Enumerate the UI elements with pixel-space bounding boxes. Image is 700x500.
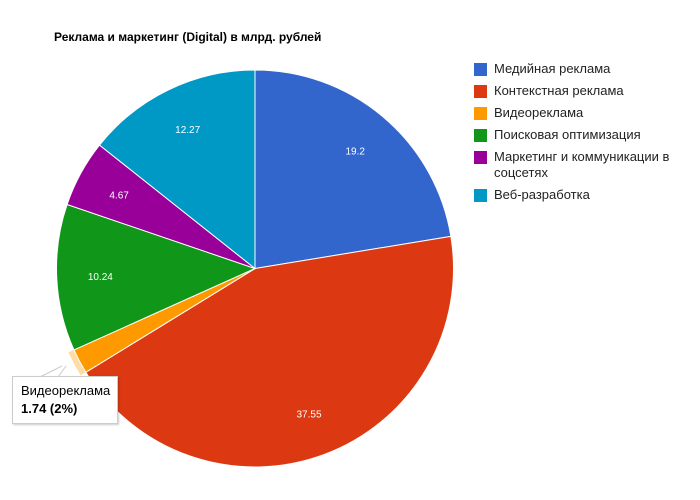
slice-tooltip: Видеореклама 1.74 (2%) [12,376,118,424]
legend-swatch-icon [474,63,487,76]
tooltip-name: Видеореклама [21,383,111,398]
slice-value-label: 37.55 [297,410,322,421]
legend-item-media[interactable]: Медийная реклама [474,61,689,77]
legend-label: Маркетинг и коммуникации в соцсетях [494,149,670,180]
tooltip-pointer [39,365,67,378]
pie-slice[interactable] [98,69,256,270]
legend-item-seo[interactable]: Поисковая оптимизация [474,127,689,143]
pie-slice[interactable] [85,235,454,468]
legend-swatch-icon [474,129,487,142]
legend-swatch-icon [474,189,487,202]
legend-item-webdev[interactable]: Веб-разработка [474,187,689,203]
legend-label: Контекстная реклама [494,83,624,98]
legend-swatch-icon [474,151,487,164]
legend-item-video[interactable]: Видеореклама [474,105,689,121]
pie-slice[interactable] [254,69,452,270]
legend-label: Медийная реклама [494,61,611,76]
slice-hover-halo [68,349,86,376]
pie-chart: 19.2 37.55 10.24 4.67 12.27 [39,69,454,468]
slice-value-label: 19.2 [345,146,365,157]
tooltip-value: 1.74 (2%) [21,401,78,416]
pie-slice[interactable] [56,203,257,351]
slice-value-label: 12.27 [175,125,200,136]
legend-swatch-icon [474,107,487,120]
legend: Медийная реклама Контекстная реклама Вид… [474,61,689,209]
legend-swatch-icon [474,85,487,98]
slice-value-label: 4.67 [109,190,129,201]
legend-label: Веб-разработка [494,187,590,202]
legend-label: Поисковая оптимизация [494,127,641,142]
slice-value-label: 10.24 [88,272,113,283]
chart-title: Реклама и маркетинг (Digital) в млрд. ру… [54,30,322,44]
legend-item-context[interactable]: Контекстная реклама [474,83,689,99]
legend-label: Видеореклама [494,105,584,120]
legend-item-smm[interactable]: Маркетинг и коммуникации в соцсетях [474,149,689,181]
